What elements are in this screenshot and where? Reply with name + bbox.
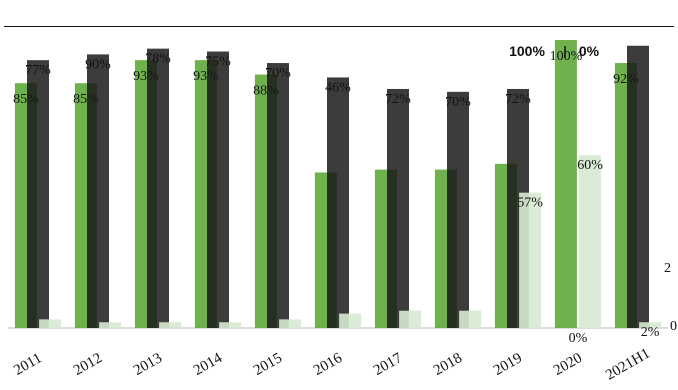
bar [147,48,169,328]
bar [267,63,289,328]
data-label: 70% [445,95,471,110]
x-tick-label: 2020 [551,350,585,379]
bar [399,310,422,328]
bar [387,88,409,329]
data-label: 77% [25,63,51,78]
bar [207,51,229,329]
bar [279,319,302,328]
data-label: 72% [505,92,531,107]
bar [87,54,109,329]
right-axis-tick: 2 [664,261,671,276]
x-tick-label: 2021H1 [603,346,653,384]
data-label: 90% [85,57,111,72]
x-tick-label: 2019 [491,350,525,379]
x-tick-label: 2014 [191,350,225,379]
data-label: 60% [577,158,603,173]
bar [447,91,469,328]
bar [39,319,62,328]
data-label: 78% [145,52,171,67]
data-label: 70% [265,66,291,81]
data-label: 75% [205,55,231,70]
top-label-right: 0% [579,43,600,59]
data-label: 0% [569,331,588,346]
bar [459,310,482,328]
x-tick-label: 2012 [71,350,105,379]
bar [159,322,182,328]
x-tick-label: 2011 [11,350,45,379]
data-label: 100% [550,49,583,64]
x-tick-label: 2017 [371,350,405,379]
x-tick-label: 2015 [251,350,285,379]
bar [579,155,602,328]
x-tick-label: 2013 [131,350,165,379]
bar [27,60,49,328]
bar [519,192,542,328]
bar [219,322,242,328]
data-label: 46% [325,80,351,95]
data-label: 2% [641,325,660,340]
data-label: 72% [385,92,411,107]
bar [627,45,649,328]
bar [339,313,362,328]
data-label: 57% [517,196,543,211]
x-tick-label: 2016 [311,350,345,379]
top-label-left: 100% [509,43,545,59]
bar [639,322,662,328]
right-axis-tick: 0 [670,319,677,334]
chart-title [4,4,674,27]
x-tick-label: 2018 [431,350,465,379]
bar [99,322,122,328]
bar [327,77,349,328]
bar [554,40,577,328]
